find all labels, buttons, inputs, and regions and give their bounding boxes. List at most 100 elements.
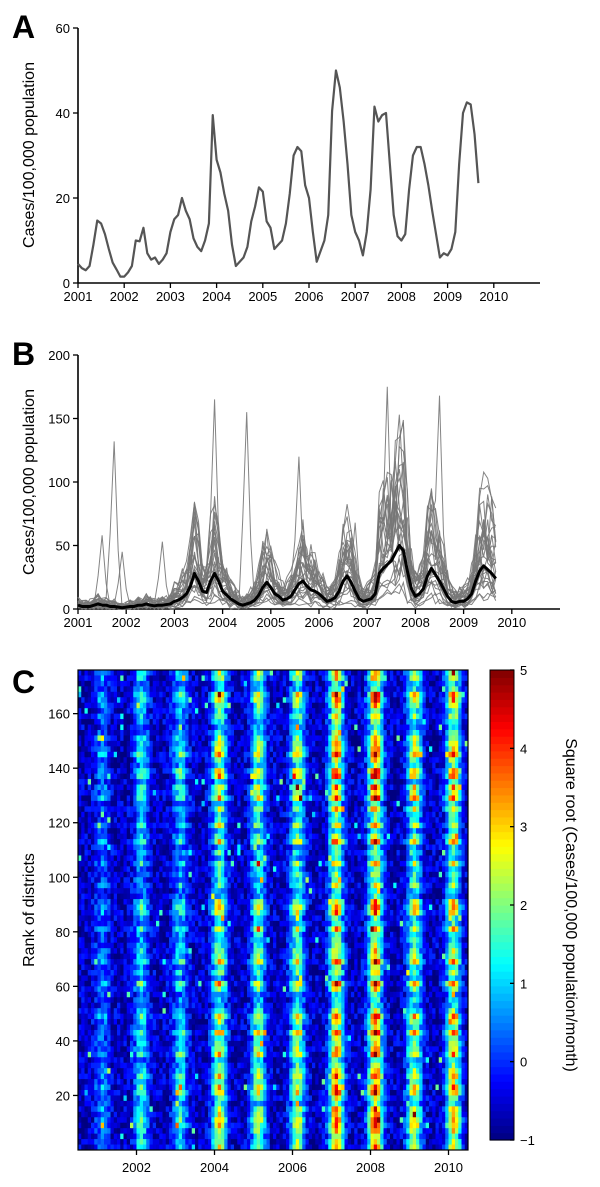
heatmap-cell bbox=[152, 686, 157, 693]
heatmap-cell bbox=[130, 757, 134, 764]
heatmap-cell bbox=[191, 697, 196, 704]
heatmap-cell bbox=[247, 866, 251, 873]
heatmap-cell bbox=[208, 757, 212, 764]
heatmap-cell bbox=[123, 784, 128, 791]
heatmap-cell bbox=[435, 795, 440, 802]
heatmap-cell bbox=[204, 790, 209, 796]
heatmap-cell bbox=[126, 757, 131, 764]
heatmap-cell bbox=[448, 691, 453, 698]
heatmap-cell bbox=[432, 708, 436, 715]
heatmap-cell bbox=[334, 871, 339, 878]
heatmap-cell bbox=[406, 675, 410, 682]
heatmap-cell bbox=[149, 686, 154, 693]
heatmap-cell bbox=[315, 675, 319, 682]
heatmap-cell bbox=[412, 822, 417, 829]
heatmap-cell bbox=[139, 871, 144, 878]
heatmap-cell bbox=[185, 757, 189, 764]
heatmap-cell bbox=[318, 697, 323, 704]
heatmap-cell bbox=[403, 670, 407, 676]
heatmap-cell bbox=[266, 784, 271, 791]
heatmap-cell bbox=[237, 800, 241, 807]
heatmap-cell bbox=[455, 828, 459, 835]
heatmap-cell bbox=[373, 871, 378, 878]
heatmap-cell bbox=[107, 790, 111, 796]
heatmap-cell bbox=[201, 828, 206, 835]
heatmap-cell bbox=[422, 746, 427, 753]
heatmap-cell bbox=[351, 675, 355, 682]
heatmap-cell bbox=[282, 860, 287, 867]
heatmap-cell bbox=[367, 724, 371, 731]
heatmap-cell bbox=[393, 730, 397, 736]
heatmap-cell bbox=[87, 817, 92, 824]
heatmap-cell bbox=[334, 730, 339, 736]
heatmap-cell bbox=[409, 839, 414, 846]
heatmap-cell bbox=[312, 806, 316, 813]
heatmap-cell bbox=[442, 790, 446, 796]
heatmap-cell bbox=[201, 784, 206, 791]
heatmap-cell bbox=[123, 844, 128, 851]
heatmap-cell bbox=[204, 800, 209, 807]
heatmap-cell bbox=[360, 757, 365, 764]
heatmap-cell bbox=[341, 719, 345, 726]
heatmap-cell bbox=[208, 680, 212, 687]
heatmap-cell bbox=[419, 839, 423, 846]
heatmap-cell bbox=[253, 724, 258, 731]
heatmap-cell bbox=[422, 860, 427, 867]
heatmap-cell bbox=[250, 790, 254, 796]
heatmap-cell bbox=[107, 751, 111, 758]
heatmap-cell bbox=[305, 697, 310, 704]
heatmap-cell bbox=[234, 730, 238, 736]
heatmap-cell bbox=[237, 670, 241, 676]
heatmap-cell bbox=[139, 828, 144, 835]
heatmap-cell bbox=[250, 784, 254, 791]
heatmap-cell bbox=[344, 675, 349, 682]
heatmap-cell bbox=[409, 860, 414, 867]
heatmap-cell bbox=[100, 822, 105, 829]
heatmap-cell bbox=[464, 844, 469, 851]
heatmap-cell bbox=[331, 882, 336, 889]
heatmap-cell bbox=[318, 888, 323, 895]
heatmap-cell bbox=[367, 822, 371, 829]
heatmap-cell bbox=[169, 713, 173, 720]
heatmap-cell bbox=[445, 817, 449, 824]
heatmap-cell bbox=[383, 811, 388, 818]
heatmap-cell bbox=[133, 697, 137, 704]
heatmap-cell bbox=[341, 779, 345, 786]
heatmap-cell bbox=[344, 888, 349, 895]
heatmap-cell bbox=[117, 697, 121, 704]
heatmap-cell bbox=[390, 719, 394, 726]
heatmap-cell bbox=[162, 697, 167, 704]
heatmap-cell bbox=[315, 746, 319, 753]
heatmap-cell bbox=[422, 686, 427, 693]
heatmap-cell bbox=[191, 713, 196, 720]
heatmap-cell bbox=[97, 719, 102, 726]
heatmap-cell bbox=[328, 811, 332, 818]
heatmap-cell bbox=[344, 850, 349, 856]
heatmap-cell bbox=[110, 860, 115, 867]
heatmap-cell bbox=[107, 817, 111, 824]
heatmap-cell bbox=[334, 833, 339, 840]
heatmap-cell bbox=[123, 822, 128, 829]
heatmap-cell bbox=[360, 828, 365, 835]
heatmap-cell bbox=[224, 866, 228, 873]
heatmap-cell bbox=[165, 686, 170, 693]
heatmap-cell bbox=[312, 691, 316, 698]
heatmap-cell bbox=[208, 713, 212, 720]
heatmap-cell bbox=[321, 855, 326, 862]
heatmap-cell bbox=[295, 855, 300, 862]
heatmap-cell bbox=[445, 708, 449, 715]
heatmap-cell bbox=[412, 702, 417, 709]
heatmap-cell bbox=[299, 719, 303, 726]
heatmap-cell bbox=[302, 871, 306, 878]
heatmap-cell bbox=[338, 691, 342, 698]
heatmap-cell bbox=[370, 833, 375, 840]
heatmap-cell bbox=[263, 757, 267, 764]
heatmap-cell bbox=[370, 828, 375, 835]
heatmap-cell bbox=[299, 680, 303, 687]
heatmap-cell bbox=[230, 686, 235, 693]
heatmap-cell bbox=[377, 800, 381, 807]
heatmap-cell bbox=[416, 735, 420, 742]
heatmap-cell bbox=[133, 702, 137, 709]
heatmap-cell bbox=[182, 790, 186, 796]
heatmap-cell bbox=[429, 724, 433, 731]
